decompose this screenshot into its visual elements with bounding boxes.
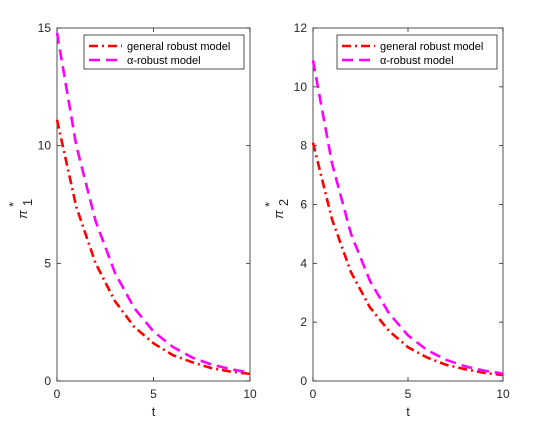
series-line-general-robust [311, 142, 504, 377]
chart-panel-1: 0 5 10 0 5 10 15 t π * 1 general robust model α-robu… [6, 21, 257, 419]
y-tick-label: 5 [44, 256, 51, 270]
y-tick-label: 10 [294, 80, 308, 94]
y-tick-label: 4 [300, 256, 307, 270]
x-axis-title: t [406, 404, 410, 419]
x-axis-title: t [152, 404, 156, 419]
x-tick-label: 10 [243, 387, 257, 401]
legend-label: α-robust model [380, 55, 454, 67]
legend: general robust model α-robust model [83, 34, 245, 70]
y-tick-label: 8 [300, 139, 307, 153]
legend-label: α-robust model [127, 55, 201, 67]
y-tick-label: 15 [38, 21, 52, 35]
y-tick-label: 12 [294, 21, 308, 35]
y-ticks: 0 5 10 15 [38, 21, 250, 388]
y-axis-title-star: * [262, 202, 277, 207]
y-axis-title-star: * [6, 202, 21, 207]
y-axis-title-symbol: π [15, 210, 30, 219]
y-tick-label: 2 [300, 315, 307, 329]
legend-box [336, 34, 498, 70]
legend-label: general robust model [127, 41, 230, 53]
y-axis-title-subscript: 1 [20, 199, 35, 206]
y-axis-title-symbol: π [271, 210, 286, 219]
y-tick-label: 0 [300, 374, 307, 388]
y-tick-label: 10 [38, 139, 52, 153]
legend-label: general robust model [380, 41, 483, 53]
series-line-alpha-robust [55, 32, 251, 375]
x-ticks: 0 5 10 [310, 28, 510, 401]
plot-frame [312, 27, 504, 382]
x-tick-label: 10 [496, 387, 510, 401]
legend-box [83, 34, 245, 70]
plot-frame [56, 27, 251, 382]
x-tick-label: 5 [150, 387, 157, 401]
x-tick-label: 0 [54, 387, 61, 401]
y-axis-title: π * 1 [6, 199, 35, 219]
y-axis-title-subscript: 2 [276, 199, 291, 206]
x-tick-label: 5 [405, 387, 412, 401]
series-line-general-robust [55, 119, 251, 376]
y-tick-label: 6 [300, 198, 307, 212]
x-tick-label: 0 [310, 387, 317, 401]
x-ticks: 0 5 10 [54, 28, 257, 401]
series-line-alpha-robust [311, 60, 504, 375]
legend: general robust model α-robust model [336, 34, 498, 70]
y-axis-title: π * 2 [262, 199, 291, 219]
y-ticks: 0 2 4 6 8 10 12 [294, 21, 503, 388]
y-tick-label: 0 [44, 374, 51, 388]
